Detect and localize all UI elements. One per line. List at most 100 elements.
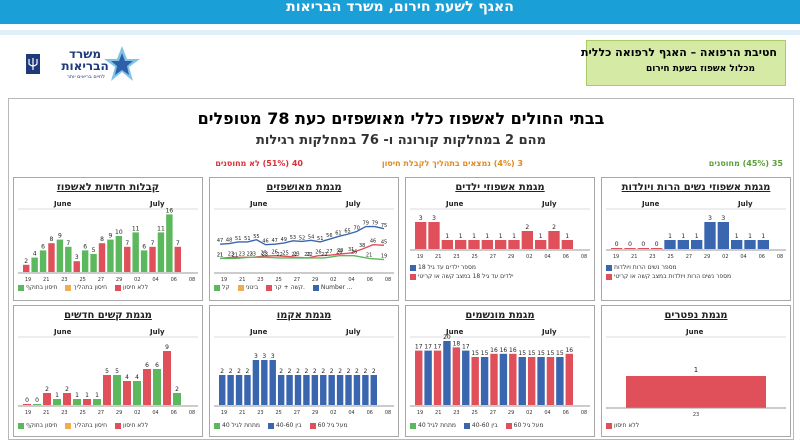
bar [704, 222, 716, 249]
data-label: 46 [262, 239, 268, 245]
data-label: 52 [299, 235, 305, 241]
bar [48, 243, 55, 272]
panel-hospitalized: מגמת מאושפזים June July 47 48 51 51 55 46 47 49… [209, 177, 399, 301]
data-label: 17 [424, 344, 432, 351]
bar [107, 239, 114, 272]
tick-label: 06 [563, 410, 569, 416]
data-label: 1 [539, 233, 543, 240]
bar [452, 347, 461, 405]
data-label: 53 [290, 235, 296, 241]
bar [757, 240, 769, 249]
legend-item: מספר נשים הרות ויולדות במצב קשה או קריטי [614, 273, 732, 280]
data-label: 1 [668, 233, 672, 240]
data-label: 26 [336, 250, 342, 256]
legend-item: ילדים עד גיל 18 במצב קשה או קריטי [418, 273, 514, 280]
data-label: 2 [330, 368, 334, 375]
bar [691, 240, 703, 249]
legend-item: מעל גיל 60 [513, 422, 544, 429]
tick-label: 19 [613, 254, 619, 260]
data-label: 22 [291, 252, 297, 258]
bar [731, 240, 743, 249]
bar [556, 357, 564, 405]
tick-label: 19 [221, 410, 227, 416]
month-label: July [738, 200, 753, 208]
legend-item: חיסון בתוקף [26, 422, 58, 429]
data-label: 2 [175, 386, 179, 393]
data-label: 0 [35, 397, 39, 404]
bar [548, 231, 560, 249]
department-title: חטיבת הרפואה – האגף לרפואה כללית [581, 46, 777, 59]
bar [143, 369, 151, 405]
tick-label: 23 [61, 410, 67, 416]
data-label: 2 [296, 368, 300, 375]
tick-label: 06 [171, 410, 177, 416]
legend-item: קשה + קר. [274, 284, 305, 291]
tick-label: 04 [152, 410, 158, 416]
bar [113, 375, 121, 405]
bar [535, 240, 547, 249]
tick-label: 21 [631, 254, 637, 260]
legend-item: ללא חיסון [122, 284, 149, 291]
tick-label: 02 [330, 410, 336, 416]
data-label: 21 [217, 252, 223, 258]
data-label: 2 [347, 368, 351, 375]
tick-label: 04 [348, 410, 354, 416]
bar [43, 393, 51, 405]
data-label: 1 [761, 233, 765, 240]
month-label: June [686, 328, 704, 336]
data-label: 2 [552, 224, 556, 231]
month-label: July [542, 200, 557, 208]
panel-title: מגמת אשפוזי נשים הרות ויולדות [621, 182, 771, 193]
data-label: 15 [518, 350, 526, 357]
legend-item: חיסון בתהליך [73, 422, 108, 429]
data-label: 16 [509, 347, 517, 354]
month-label: June [250, 200, 268, 208]
data-label: 11 [157, 225, 165, 232]
panel-title: מגמת קשים חדשים [64, 310, 152, 321]
bar [508, 240, 520, 249]
tick-label: 19 [417, 410, 423, 416]
data-label: 3 [262, 353, 266, 360]
month-label: July [150, 200, 165, 208]
data-label: 26 [351, 250, 357, 256]
department-subtitle: מכלול אשפוז בשעת חירום [645, 64, 755, 74]
tick-label: 06 [367, 277, 373, 283]
bar [244, 375, 251, 405]
data-label: 48 [226, 238, 232, 244]
tick-label: 29 [312, 410, 318, 416]
month-label: June [446, 328, 464, 336]
data-label: 1 [75, 392, 79, 399]
bar [415, 350, 423, 405]
month-label: June [250, 328, 268, 336]
tick-label: 23 [453, 254, 459, 260]
bar [81, 250, 89, 272]
legend: חיסון בתוקף חיסון בתהליך ללא חיסון [18, 284, 154, 291]
tick-label: 21 [239, 277, 245, 283]
bar [362, 375, 369, 405]
bar [252, 360, 260, 405]
tick-label: 29 [508, 254, 514, 260]
data-label: 49 [281, 237, 287, 243]
data-label: 1 [695, 233, 699, 240]
bar [103, 375, 111, 405]
data-label: 3 [419, 215, 423, 222]
tick-label: 08 [385, 277, 391, 283]
stat-unvaccinated: 40 (51%) לא מחוסנים [215, 159, 303, 168]
bar [31, 257, 38, 272]
tick-label: 23 [61, 277, 67, 283]
bar [624, 248, 636, 249]
data-label: 65 [344, 228, 350, 234]
data-label: 2 [229, 368, 233, 375]
data-label: 19 [381, 254, 387, 260]
legend-item: מתחת לגיל 40 [222, 422, 260, 429]
bar [499, 353, 508, 405]
tick-label: 04 [544, 254, 550, 260]
bar [428, 222, 440, 249]
data-label: 23 [239, 251, 245, 257]
bar [63, 393, 71, 405]
month-label: July [150, 328, 165, 336]
bar [546, 357, 555, 405]
legend-item: מספר ילדים עד גיל 18 [418, 264, 476, 271]
